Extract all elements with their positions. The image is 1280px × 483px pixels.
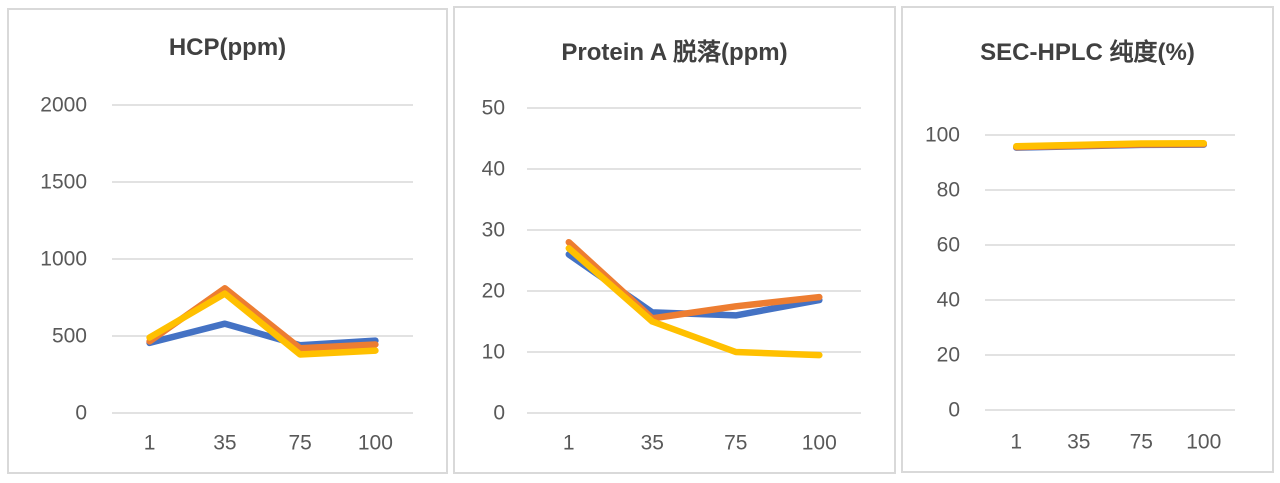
protein-a-chart-panel: Protein A 脱落(ppm) 50 40 30 20 10 0 1 35 75 100 bbox=[453, 6, 896, 474]
y-tick-label: 100 bbox=[925, 124, 960, 147]
y-tick-label: 40 bbox=[482, 158, 505, 181]
series-line-yellow bbox=[565, 245, 823, 359]
x-tick-label: 100 bbox=[802, 432, 837, 455]
y-tick-label: 10 bbox=[482, 341, 505, 364]
protein-a-chart-title: Protein A 脱落(ppm) bbox=[561, 39, 788, 66]
hcp-chart-plot: 2000 1500 1000 500 0 1 35 75 100 bbox=[40, 94, 413, 455]
x-tick-label: 1 bbox=[1010, 431, 1022, 454]
y-tick-label: 40 bbox=[937, 289, 960, 312]
x-tick-label: 100 bbox=[1186, 431, 1221, 454]
x-tick-label: 75 bbox=[1130, 431, 1153, 454]
y-tick-label: 60 bbox=[937, 234, 960, 257]
series-line-orange bbox=[565, 238, 823, 322]
y-tick-label: 0 bbox=[75, 402, 87, 425]
y-tick-label: 1500 bbox=[40, 171, 87, 194]
x-tick-label: 35 bbox=[641, 432, 664, 455]
y-tick-label: 20 bbox=[482, 280, 505, 303]
x-tick-label: 100 bbox=[358, 432, 393, 455]
x-tick-label: 1 bbox=[144, 432, 156, 455]
x-tick-label: 35 bbox=[1067, 431, 1090, 454]
hcp-chart-panel: HCP(ppm) 2000 1500 1000 500 0 1 35 75 100 bbox=[7, 8, 448, 474]
y-tick-label: 30 bbox=[482, 219, 505, 242]
x-tick-label: 35 bbox=[213, 432, 236, 455]
sec-hplc-chart-plot: 100 80 60 40 20 0 1 35 75 100 bbox=[925, 124, 1235, 454]
series-line-yellow bbox=[1013, 140, 1208, 150]
y-tick-label: 500 bbox=[52, 325, 87, 348]
sec-hplc-chart-panel: SEC-HPLC 纯度(%) 100 80 60 40 20 0 1 35 75 100 bbox=[901, 6, 1274, 473]
y-tick-label: 0 bbox=[948, 399, 960, 422]
y-tick-label: 50 bbox=[482, 97, 505, 120]
y-tick-label: 1000 bbox=[40, 248, 87, 271]
series-line-blue bbox=[146, 320, 379, 349]
x-tick-label: 1 bbox=[563, 432, 575, 455]
y-tick-label: 0 bbox=[493, 402, 505, 425]
x-tick-label: 75 bbox=[288, 432, 311, 455]
y-tick-label: 2000 bbox=[40, 94, 87, 117]
y-tick-label: 80 bbox=[937, 179, 960, 202]
x-tick-label: 75 bbox=[724, 432, 747, 455]
sec-hplc-chart-title: SEC-HPLC 纯度(%) bbox=[980, 39, 1195, 66]
y-tick-label: 20 bbox=[937, 344, 960, 367]
hcp-chart-title: HCP(ppm) bbox=[168, 34, 287, 61]
series-line-yellow bbox=[146, 290, 379, 358]
